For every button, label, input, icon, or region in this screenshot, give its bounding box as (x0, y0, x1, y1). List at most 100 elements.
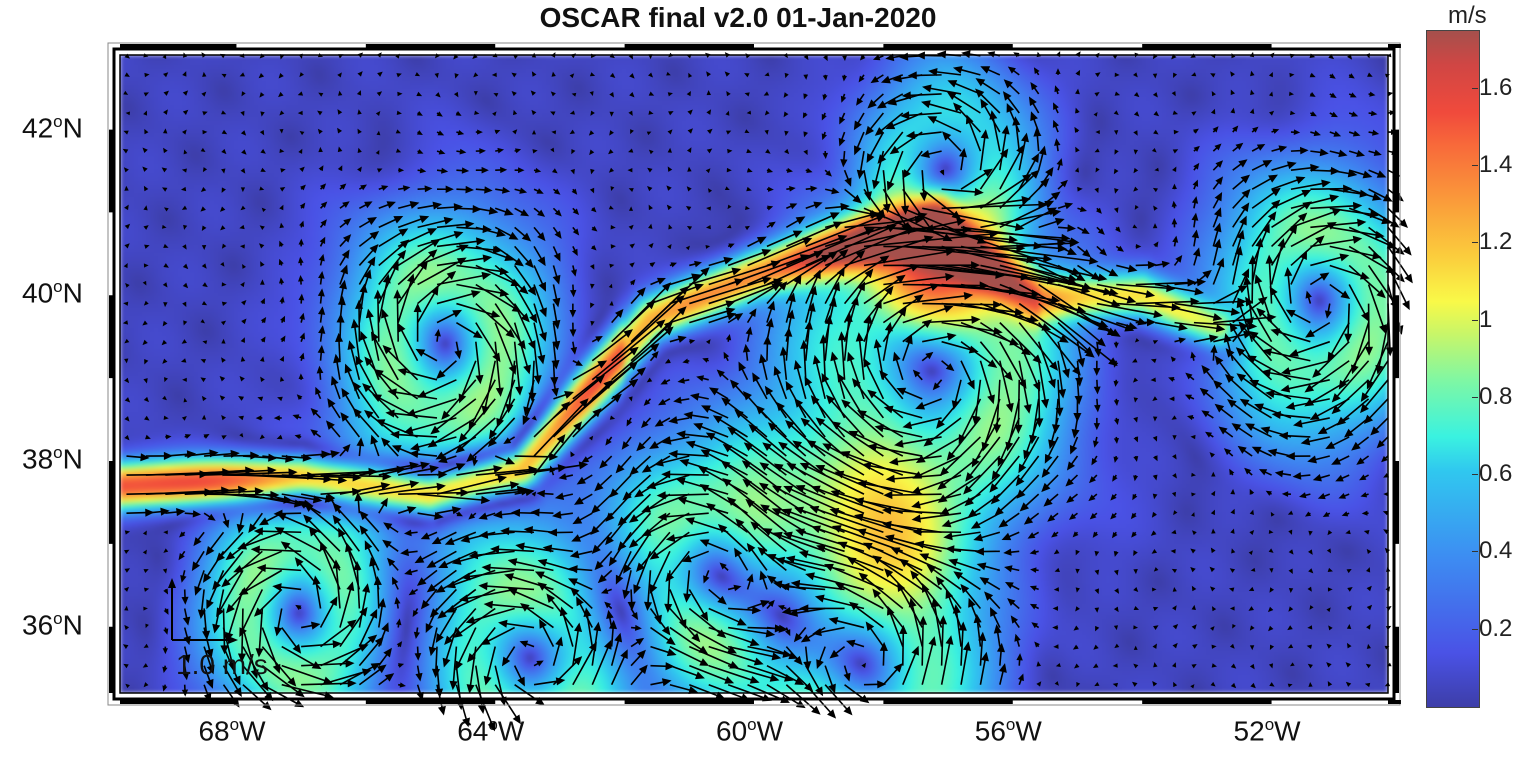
velocity-arrow (1230, 488, 1236, 495)
velocity-arrow (165, 434, 172, 440)
velocity-arrow (1327, 587, 1333, 592)
velocity-arrow (338, 527, 361, 571)
velocity-arrow (124, 624, 130, 631)
velocity-arrow (990, 607, 1001, 628)
velocity-arrow (1131, 531, 1137, 538)
velocity-arrow (805, 572, 865, 591)
tick-hemisphere: W (239, 715, 266, 747)
velocity-arrow (688, 589, 709, 622)
velocity-arrow (237, 531, 283, 550)
velocity-arrow (1131, 681, 1138, 687)
tick-value: 40 (22, 277, 54, 309)
velocity-arrow (1041, 455, 1059, 478)
velocity-arrow (700, 449, 748, 476)
velocity-arrow (899, 624, 908, 666)
velocity-arrow (1054, 681, 1059, 686)
velocity-arrow (390, 430, 438, 439)
velocity-arrow (1209, 452, 1216, 458)
velocity-arrow (1249, 509, 1254, 515)
velocity-arrow (273, 509, 302, 518)
velocity-arrow (1069, 436, 1079, 455)
velocity-arrow (358, 664, 387, 686)
velocity-arrow (124, 568, 131, 573)
velocity-arrow (253, 588, 283, 617)
velocity-arrow (222, 646, 241, 686)
velocity-arrow (829, 645, 846, 659)
velocity-arrow (446, 569, 496, 589)
velocity-arrow (783, 485, 845, 514)
velocity-arrow (1068, 512, 1078, 520)
velocity-arrow (1287, 683, 1293, 688)
velocity-arrow (991, 436, 1020, 481)
velocity-arrow (681, 550, 710, 563)
velocity-arrow (573, 493, 593, 505)
lat-tick-42: 42oN (22, 112, 83, 144)
velocity-arrow (785, 646, 803, 666)
velocity-arrow (636, 436, 652, 452)
velocity-arrow (708, 664, 760, 684)
velocity-arrow (1110, 493, 1117, 501)
velocity-arrow (549, 465, 556, 476)
velocity-arrow (238, 415, 244, 421)
velocity-arrow (1133, 605, 1140, 611)
velocity-arrow (1089, 512, 1098, 520)
velocity-arrow (669, 664, 705, 680)
degree-symbol: o (53, 277, 63, 297)
velocity-arrow (649, 550, 671, 594)
velocity-arrow (570, 451, 575, 458)
degree-symbol: o (53, 111, 63, 131)
velocity-arrow (507, 558, 554, 572)
velocity-arrow (708, 588, 727, 605)
velocity-arrow (1281, 491, 1291, 497)
velocity-arrow (262, 493, 313, 508)
velocity-arrow (436, 475, 508, 495)
velocity-arrow (1268, 529, 1274, 534)
velocity-arrow (1172, 473, 1177, 479)
velocity-arrow (1113, 455, 1119, 463)
velocity-arrow (1210, 547, 1216, 554)
velocity-arrow (359, 510, 380, 533)
velocity-arrow (609, 415, 616, 420)
velocity-arrow (1003, 548, 1020, 556)
velocity-arrow (378, 497, 388, 514)
velocity-arrow (145, 623, 149, 629)
velocity-arrow (327, 398, 341, 419)
velocity-arrow (534, 571, 574, 591)
velocity-arrow (1092, 663, 1099, 669)
velocity-arrow (1327, 681, 1333, 687)
velocity-arrow (641, 512, 690, 537)
velocity-arrow (1112, 663, 1118, 668)
velocity-arrow (162, 568, 168, 574)
velocity-arrow (631, 624, 642, 631)
velocity-arrow (766, 624, 788, 633)
velocity-arrow (1249, 625, 1255, 631)
velocity-arrow (1133, 436, 1139, 443)
velocity-arrow (861, 662, 866, 668)
velocity-arrow (426, 569, 457, 593)
velocity-arrow (1218, 426, 1234, 438)
velocity-arrow (1152, 474, 1158, 481)
velocity-arrow (689, 664, 735, 684)
velocity-arrow (650, 645, 677, 657)
velocity-arrow (675, 477, 729, 495)
velocity-arrow (727, 626, 776, 638)
velocity-arrow (1269, 682, 1275, 687)
velocity-arrow (1249, 530, 1255, 535)
velocity-arrow (812, 626, 845, 637)
velocity-arrow (615, 455, 632, 474)
velocity-arrow (404, 568, 418, 576)
velocity-arrow (255, 415, 263, 421)
velocity-arrow (883, 491, 942, 500)
velocity-arrow (1113, 569, 1119, 576)
velocity-arrow (438, 550, 477, 569)
velocity-arrow (1089, 474, 1098, 484)
velocity-arrow (824, 665, 836, 694)
velocity-arrow (799, 604, 845, 613)
velocity-arrow (468, 512, 477, 520)
velocity-arrow (622, 570, 632, 600)
velocity-arrow (444, 531, 477, 546)
velocity-arrow (250, 545, 302, 554)
velocity-arrow (938, 615, 948, 666)
velocity-arrow (793, 627, 807, 643)
velocity-arrow (775, 556, 826, 572)
